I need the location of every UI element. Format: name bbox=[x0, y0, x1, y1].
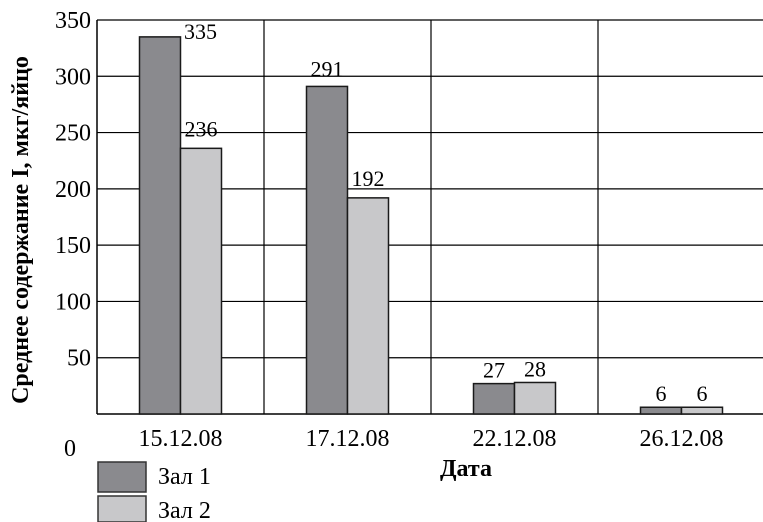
bar-series-1-26.12.08 bbox=[639, 406, 683, 415]
x-axis-title: Дата bbox=[440, 456, 492, 482]
bar-series-1-17.12.08 bbox=[305, 85, 349, 415]
data-label-series-1-15.12.08: 335 bbox=[184, 19, 217, 44]
bar-series-1-22.12.08 bbox=[472, 382, 516, 415]
y-tick-label-100: 100 bbox=[55, 289, 91, 315]
legend-label-series-2: Зал 2 bbox=[158, 498, 211, 522]
data-label-series-2-22.12.08: 28 bbox=[524, 356, 546, 381]
bar-series-2-15.12.08 bbox=[179, 147, 223, 415]
y-tick-label-150: 150 bbox=[55, 233, 91, 259]
x-tick-label-15.12.08: 15.12.08 bbox=[139, 426, 223, 452]
legend-swatch-series-1 bbox=[97, 461, 147, 493]
y-tick-label-300: 300 bbox=[55, 64, 91, 90]
y-tick-label-250: 250 bbox=[55, 121, 91, 147]
y-tick-label-350: 350 bbox=[55, 8, 91, 34]
data-label-series-1-17.12.08: 291 bbox=[311, 56, 344, 81]
bar-series-1-15.12.08 bbox=[138, 36, 182, 415]
y-tick-label-50: 50 bbox=[67, 346, 91, 372]
x-tick-label-17.12.08: 17.12.08 bbox=[306, 426, 390, 452]
bar-series-2-26.12.08 bbox=[680, 406, 724, 415]
data-labels: 335 236 291 192 27 28 6 6 bbox=[184, 19, 708, 406]
x-axis-ticks: 15.12.08 17.12.08 22.12.08 26.12.08 bbox=[139, 426, 724, 452]
bars bbox=[138, 36, 724, 415]
legend: Зал 1 Зал 2 bbox=[97, 461, 211, 522]
x-tick-label-26.12.08: 26.12.08 bbox=[640, 426, 724, 452]
y-tick-label-200: 200 bbox=[55, 177, 91, 203]
bar-series-2-17.12.08 bbox=[346, 197, 390, 415]
data-label-series-1-26.12.08: 6 bbox=[656, 381, 667, 406]
legend-swatch-series-2 bbox=[97, 495, 147, 522]
y-tick-label-0: 0 bbox=[64, 436, 76, 462]
data-label-series-2-26.12.08: 6 bbox=[697, 381, 708, 406]
y-axis-title: Среднее содержание I, мкг/яйцо bbox=[8, 56, 34, 404]
bar-series-2-22.12.08 bbox=[513, 381, 557, 415]
legend-label-series-1: Зал 1 bbox=[158, 464, 211, 490]
data-label-series-2-17.12.08: 192 bbox=[352, 166, 385, 191]
x-tick-label-22.12.08: 22.12.08 bbox=[473, 426, 557, 452]
data-label-series-1-22.12.08: 27 bbox=[483, 358, 505, 383]
y-axis-ticks: 0 50 100 150 200 250 300 350 bbox=[55, 8, 91, 462]
data-label-series-2-15.12.08: 236 bbox=[185, 116, 218, 141]
